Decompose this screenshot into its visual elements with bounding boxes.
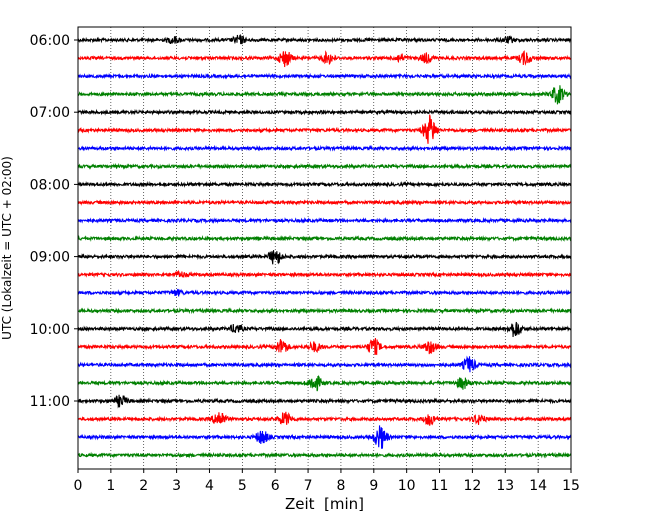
seismogram-trace — [77, 72, 572, 80]
x-tick-label: 15 — [562, 478, 580, 494]
seismogram-trace — [77, 307, 572, 315]
seismogram-trace — [77, 144, 572, 152]
seismogram-trace — [77, 269, 572, 279]
seismogram-trace — [77, 374, 572, 392]
y-tick-label: 09:00 — [30, 250, 70, 266]
y-tick-label: 11:00 — [30, 394, 70, 410]
seismogram-trace — [77, 451, 572, 459]
x-axis-ticks: 0 1 2 3 4 5 6 7 8 9 10 11 12 13 14 15 — [74, 469, 580, 494]
seismogram-trace — [77, 425, 572, 449]
x-tick-label: 9 — [369, 478, 378, 494]
x-tick-label: 12 — [463, 478, 481, 494]
seismogram-trace — [77, 411, 572, 426]
x-tick-label: 2 — [139, 478, 148, 494]
seismogram-trace — [77, 180, 572, 188]
seismogram-trace — [77, 321, 572, 338]
seismogram-trace — [77, 355, 572, 373]
x-tick-label: 14 — [529, 478, 547, 494]
x-tick-label: 3 — [172, 478, 181, 494]
seismogram-trace — [77, 50, 572, 68]
y-axis-ticks: 06:00 07:00 08:00 09:00 10:00 11:00 — [30, 33, 78, 410]
x-tick-label: 13 — [496, 478, 514, 494]
seismogram-trace — [77, 337, 572, 356]
seismogram-trace — [77, 85, 572, 105]
seismogram-trace — [77, 108, 572, 116]
x-tick-label: 0 — [74, 478, 83, 494]
seismogram-trace — [77, 250, 572, 265]
seismogram-trace — [77, 216, 572, 225]
x-tick-label: 8 — [336, 478, 345, 494]
seismogram-trace — [77, 288, 572, 297]
seismogram-trace — [77, 162, 572, 170]
y-tick-label: 10:00 — [30, 322, 70, 338]
seismogram-trace — [77, 394, 572, 409]
x-axis-label: Zeit [min] — [285, 495, 364, 513]
x-tick-label: 4 — [205, 478, 214, 494]
seismogram-trace — [77, 34, 572, 45]
y-axis-label: UTC (Lokalzeit = UTC + 02:00) — [0, 156, 14, 340]
seismogram-trace — [77, 114, 572, 144]
seismogram-traces — [77, 34, 572, 459]
y-tick-label: 06:00 — [30, 33, 70, 49]
x-tick-label: 11 — [431, 478, 449, 494]
x-tick-label: 1 — [106, 478, 115, 494]
x-tick-label: 10 — [398, 478, 416, 494]
seismogram-trace — [77, 199, 572, 206]
x-tick-label: 7 — [304, 478, 313, 494]
plot-frame — [77, 26, 572, 470]
y-tick-label: 07:00 — [30, 105, 70, 121]
x-tick-label: 5 — [238, 478, 247, 494]
y-tick-label: 08:00 — [30, 177, 70, 193]
x-tick-label: 6 — [271, 478, 280, 494]
seismogram-trace — [77, 235, 572, 243]
